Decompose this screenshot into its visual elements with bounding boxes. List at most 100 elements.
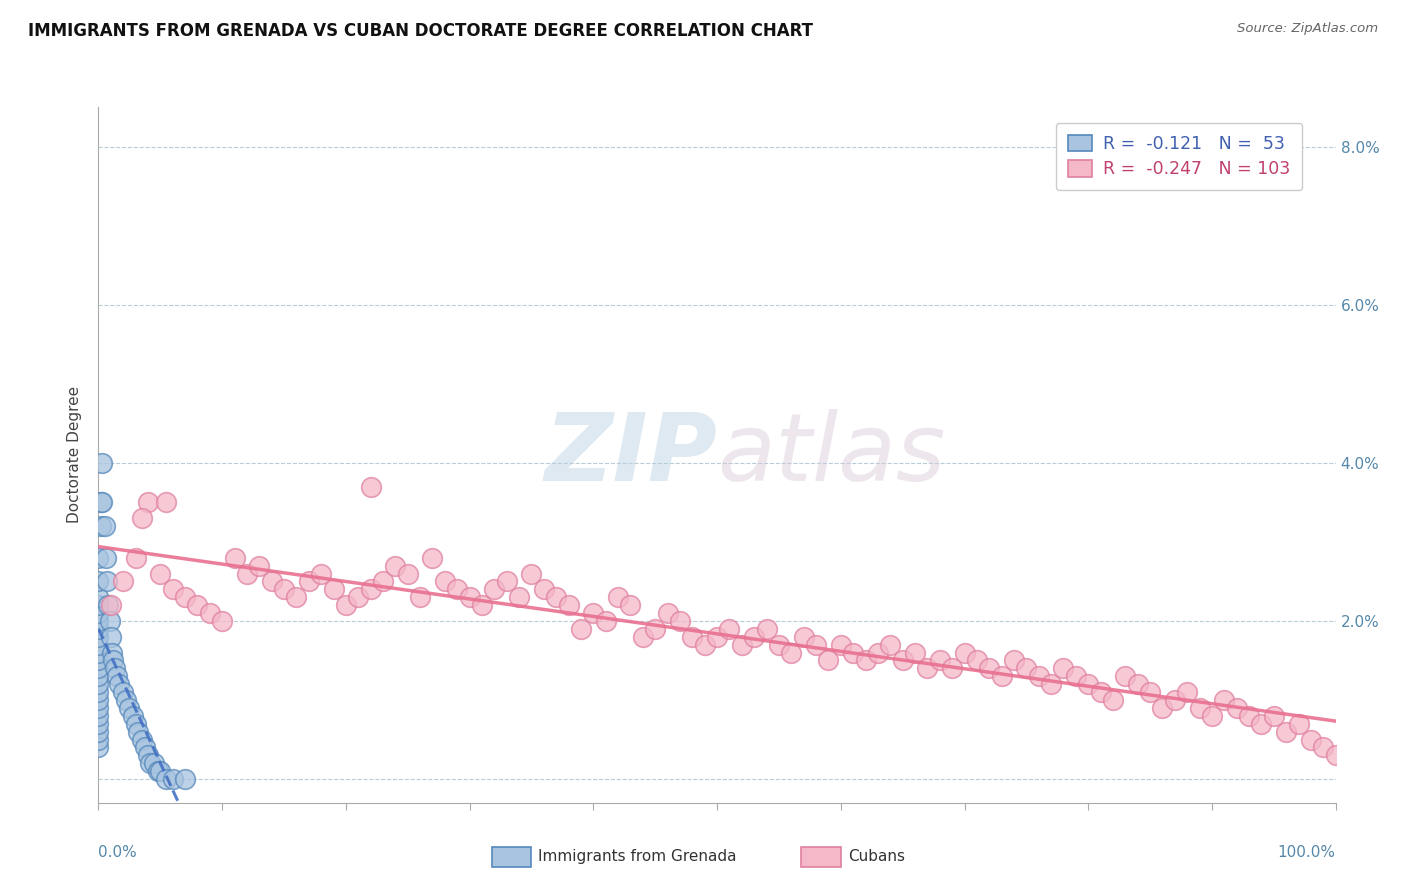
- Point: [384, 558, 406, 573]
- Point: [149, 764, 172, 779]
- Point: [1102, 693, 1125, 707]
- Point: [112, 574, 135, 589]
- Point: [136, 748, 159, 763]
- Point: [139, 756, 162, 771]
- Point: [98, 614, 121, 628]
- Point: [1139, 685, 1161, 699]
- Point: [1275, 724, 1298, 739]
- Point: [87, 614, 110, 628]
- Point: [830, 638, 852, 652]
- Point: [917, 661, 939, 675]
- Point: [103, 661, 125, 675]
- Point: [146, 764, 169, 779]
- Point: [101, 646, 124, 660]
- Point: [124, 716, 146, 731]
- Point: [87, 598, 110, 612]
- Point: [87, 606, 110, 620]
- Point: [1237, 708, 1260, 723]
- FancyBboxPatch shape: [801, 847, 841, 867]
- Point: [842, 646, 865, 660]
- Point: [87, 708, 110, 723]
- Point: [1114, 669, 1136, 683]
- Point: [755, 622, 778, 636]
- Point: [335, 598, 357, 612]
- Point: [582, 606, 605, 620]
- Point: [928, 653, 950, 667]
- Point: [990, 669, 1012, 683]
- Text: Immigrants from Grenada: Immigrants from Grenada: [538, 849, 737, 863]
- Point: [458, 591, 481, 605]
- Point: [87, 646, 110, 660]
- Point: [422, 550, 444, 565]
- Point: [87, 701, 110, 715]
- Point: [90, 495, 112, 509]
- Text: IMMIGRANTS FROM GRENADA VS CUBAN DOCTORATE DEGREE CORRELATION CHART: IMMIGRANTS FROM GRENADA VS CUBAN DOCTORA…: [28, 22, 813, 40]
- Point: [706, 630, 728, 644]
- Point: [162, 582, 184, 597]
- Point: [131, 511, 153, 525]
- Point: [371, 574, 394, 589]
- Point: [1312, 740, 1334, 755]
- Point: [891, 653, 914, 667]
- Point: [285, 591, 308, 605]
- Point: [87, 661, 110, 675]
- Point: [1002, 653, 1025, 667]
- Point: [866, 646, 889, 660]
- Point: [1226, 701, 1249, 715]
- Point: [360, 479, 382, 493]
- Point: [174, 591, 197, 605]
- Point: [309, 566, 332, 581]
- Point: [953, 646, 976, 660]
- Point: [87, 622, 110, 636]
- Point: [1028, 669, 1050, 683]
- Point: [97, 598, 120, 612]
- Point: [1090, 685, 1112, 699]
- Point: [114, 693, 136, 707]
- Point: [105, 669, 128, 683]
- Text: atlas: atlas: [717, 409, 945, 500]
- Point: [1250, 716, 1272, 731]
- Point: [1263, 708, 1285, 723]
- Point: [260, 574, 283, 589]
- Point: [941, 661, 963, 675]
- Point: [1201, 708, 1223, 723]
- Point: [546, 591, 568, 605]
- FancyBboxPatch shape: [492, 847, 531, 867]
- Point: [495, 574, 517, 589]
- Point: [855, 653, 877, 667]
- Point: [87, 591, 110, 605]
- Point: [87, 724, 110, 739]
- Point: [87, 638, 110, 652]
- Point: [100, 630, 122, 644]
- Point: [657, 606, 679, 620]
- Point: [619, 598, 641, 612]
- Point: [93, 519, 115, 533]
- Legend: R =  -0.121   N =  53, R =  -0.247   N = 103: R = -0.121 N = 53, R = -0.247 N = 103: [1056, 123, 1302, 190]
- Point: [644, 622, 666, 636]
- Point: [793, 630, 815, 644]
- Point: [100, 598, 122, 612]
- Point: [396, 566, 419, 581]
- Point: [87, 550, 110, 565]
- Point: [91, 456, 114, 470]
- Point: [87, 653, 110, 667]
- Point: [198, 606, 221, 620]
- Point: [1152, 701, 1174, 715]
- Point: [143, 756, 166, 771]
- Text: 100.0%: 100.0%: [1278, 845, 1336, 860]
- Point: [162, 772, 184, 786]
- Point: [817, 653, 839, 667]
- Point: [1188, 701, 1211, 715]
- Point: [136, 495, 159, 509]
- Point: [508, 591, 530, 605]
- Point: [1126, 677, 1149, 691]
- Point: [446, 582, 468, 597]
- Point: [155, 495, 177, 509]
- Point: [298, 574, 321, 589]
- Point: [569, 622, 592, 636]
- Point: [134, 740, 156, 755]
- Point: [595, 614, 617, 628]
- Point: [1064, 669, 1087, 683]
- Point: [87, 630, 110, 644]
- Point: [87, 685, 110, 699]
